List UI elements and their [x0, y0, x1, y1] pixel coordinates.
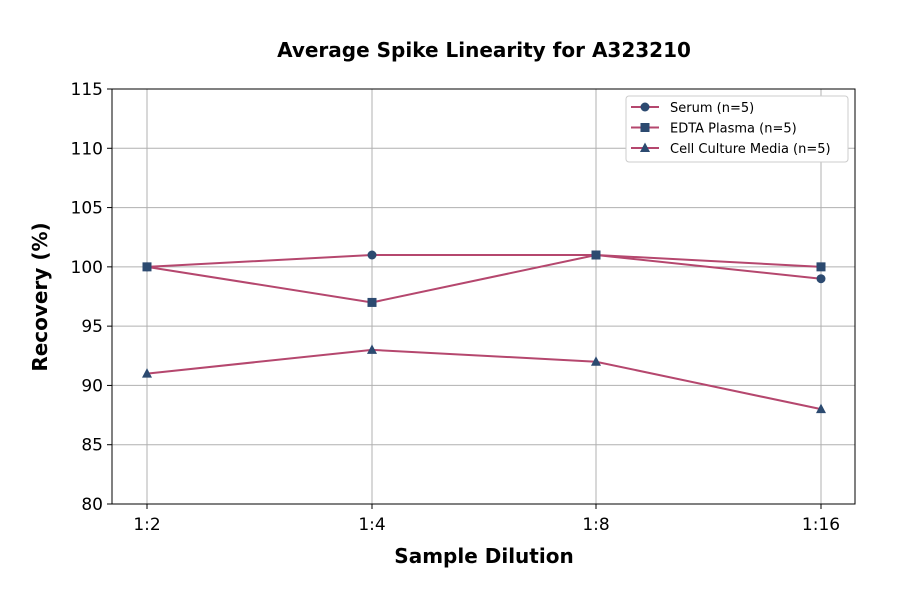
- y-tick-label: 115: [71, 80, 103, 100]
- y-tick-label: 110: [71, 139, 103, 159]
- legend-label: Serum (n=5): [670, 101, 754, 116]
- data-point-square: [816, 262, 826, 272]
- y-tick-label: 105: [71, 199, 103, 219]
- y-tick-label: 90: [81, 376, 103, 396]
- data-point-circle: [367, 250, 377, 260]
- chart-title: Average Spike Linearity for A323210: [277, 38, 691, 62]
- data-point-square: [367, 297, 377, 307]
- data-point-triangle: [816, 403, 826, 414]
- data-point-triangle: [367, 344, 377, 354]
- legend: Serum (n=5) EDTA Plasma (n=5) Cell Culture…: [625, 95, 849, 163]
- series-group: [142, 250, 826, 414]
- legend-marker-circle: [640, 102, 650, 112]
- series-line: [146, 348, 822, 411]
- legend-box: [625, 95, 849, 163]
- data-point-circle: [816, 274, 826, 284]
- x-tick-label: 1:2: [133, 515, 160, 535]
- plot-frame: [111, 88, 856, 505]
- legend-label: Cell Culture Media (n=5): [670, 142, 831, 157]
- series-line: [146, 253, 822, 304]
- y-axis-label: Recovery (%): [28, 222, 52, 371]
- legend-marker-square: [640, 123, 650, 132]
- series-line: [146, 254, 822, 280]
- data-point-square: [591, 250, 601, 260]
- legend-label: EDTA Plasma (n=5): [670, 122, 797, 137]
- data-point-triangle: [591, 356, 601, 366]
- ticks: 80 85 90 95 100 105 110 115 1:2 1:4 1:8 1:16: [71, 80, 841, 535]
- y-tick-label: 100: [71, 258, 103, 278]
- series-triangle: [142, 344, 826, 414]
- x-tick-label: 1:4: [358, 515, 385, 535]
- y-tick-label: 80: [81, 495, 103, 515]
- data-point-triangle: [142, 368, 152, 378]
- x-tick-label: 1:8: [582, 515, 609, 535]
- x-axis-label: Sample Dilution: [394, 544, 573, 568]
- y-tick-label: 85: [81, 436, 103, 456]
- legend-marker-triangle: [640, 142, 650, 152]
- y-tick-label: 95: [81, 317, 103, 337]
- series-square: [142, 250, 826, 307]
- x-tick-label: 1:16: [802, 515, 840, 535]
- data-point-square: [142, 262, 152, 272]
